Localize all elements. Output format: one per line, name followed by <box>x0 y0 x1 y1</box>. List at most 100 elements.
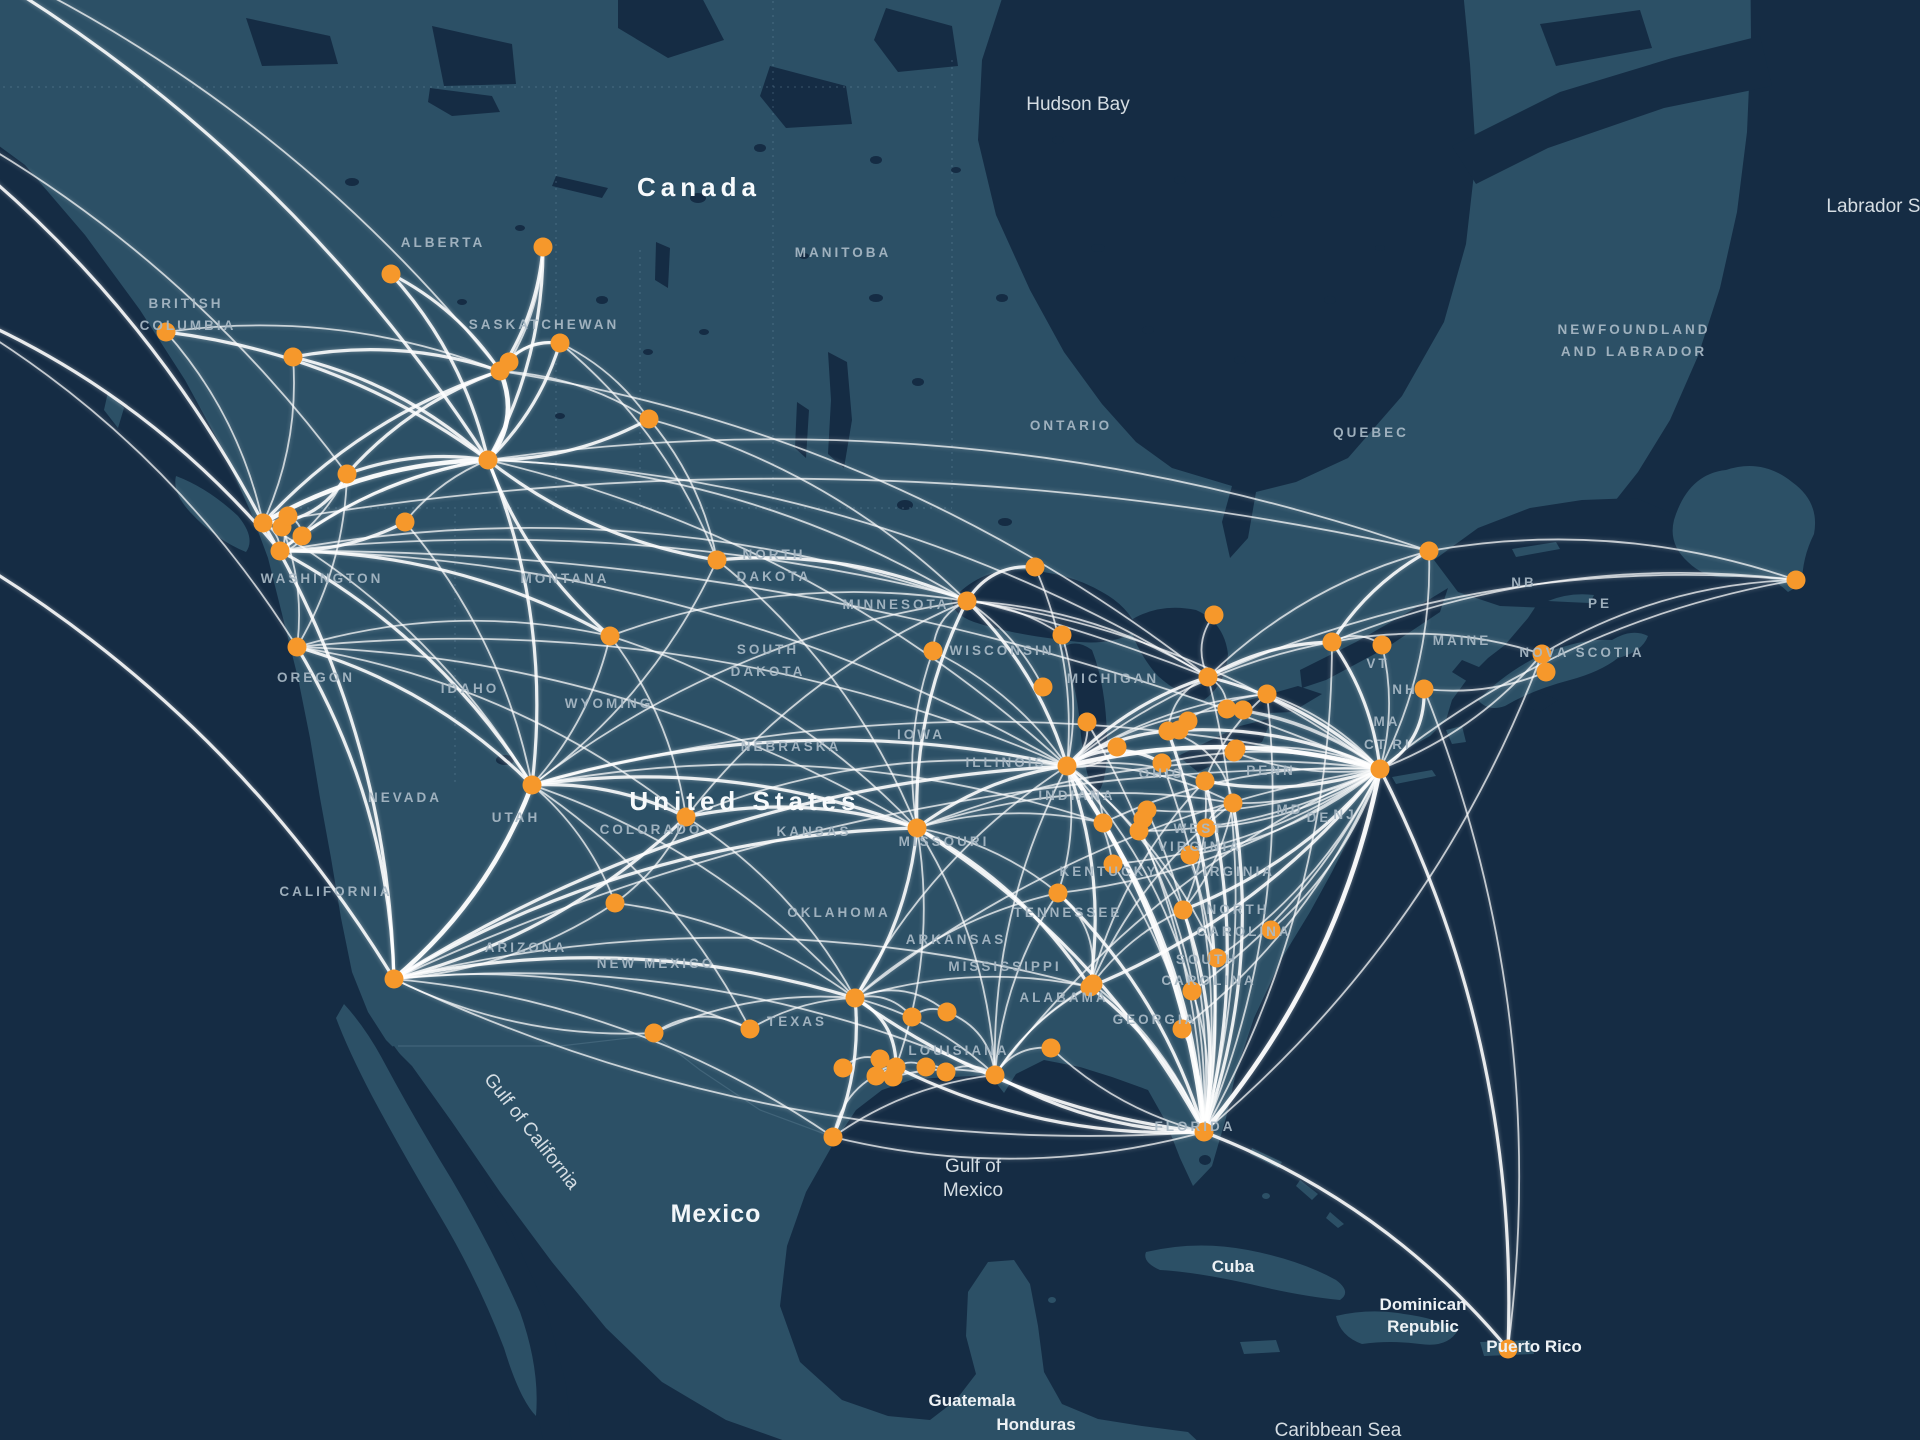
airport-node[interactable] <box>1048 883 1068 903</box>
airport-node[interactable] <box>287 637 307 657</box>
route-arc <box>393 767 1381 980</box>
airport-node[interactable] <box>1194 1122 1214 1142</box>
airport-node[interactable] <box>866 1066 886 1086</box>
airport-node[interactable] <box>1182 981 1202 1001</box>
airport-node[interactable] <box>1172 1019 1192 1039</box>
map-label: NJ <box>1333 807 1356 822</box>
airport-nodes <box>156 237 1806 1359</box>
route-arc <box>1242 709 1381 770</box>
airport-node[interactable] <box>644 1023 664 1043</box>
airport-node[interactable] <box>1372 635 1392 655</box>
airport-node[interactable] <box>902 1007 922 1027</box>
airport-node[interactable] <box>740 1019 760 1039</box>
airport-node[interactable] <box>1152 753 1172 773</box>
map-label: SASKATCHEWAN <box>469 317 620 332</box>
airport-node[interactable] <box>985 1065 1005 1085</box>
airport-node[interactable] <box>1217 699 1237 719</box>
airport-node[interactable] <box>676 807 696 827</box>
airport-node[interactable] <box>907 818 927 838</box>
airport-node[interactable] <box>1786 570 1806 590</box>
airport-node[interactable] <box>156 322 176 342</box>
route-arc <box>1088 767 1382 989</box>
airport-node[interactable] <box>1261 920 1281 940</box>
airport-node[interactable] <box>1233 700 1253 720</box>
airport-node[interactable] <box>1204 605 1224 625</box>
airport-node[interactable] <box>384 969 404 989</box>
airport-node[interactable] <box>499 352 519 372</box>
map-label: Mexico <box>943 1180 1003 1201</box>
map-label: VT <box>1366 656 1389 671</box>
airport-node[interactable] <box>270 541 290 561</box>
airport-node[interactable] <box>1033 677 1053 697</box>
airport-node[interactable] <box>1257 684 1277 704</box>
airport-node[interactable] <box>1532 644 1552 664</box>
airport-node[interactable] <box>639 409 659 429</box>
airport-node[interactable] <box>605 893 625 913</box>
airport-node[interactable] <box>478 450 498 470</box>
airport-node[interactable] <box>1103 854 1123 874</box>
airport-node[interactable] <box>1198 667 1218 687</box>
airport-node[interactable] <box>550 333 570 353</box>
airport-node[interactable] <box>936 1062 956 1082</box>
airport-node[interactable] <box>1077 712 1097 732</box>
airport-node[interactable] <box>1207 948 1227 968</box>
airport-node[interactable] <box>1093 813 1113 833</box>
airport-node[interactable] <box>1041 1038 1061 1058</box>
airport-node[interactable] <box>1129 821 1149 841</box>
airport-node[interactable] <box>1224 742 1244 762</box>
route-arc <box>685 600 968 818</box>
airport-node[interactable] <box>522 775 542 795</box>
airport-node[interactable] <box>278 506 298 526</box>
airport-node[interactable] <box>823 1127 843 1147</box>
route-arc <box>1034 566 1070 767</box>
airport-node[interactable] <box>916 1057 936 1077</box>
airport-node[interactable] <box>533 237 553 257</box>
small-lake <box>1142 326 1154 334</box>
airport-node[interactable] <box>1414 679 1434 699</box>
airport-node[interactable] <box>1025 557 1045 577</box>
airport-node[interactable] <box>833 1058 853 1078</box>
route-arc <box>685 816 856 999</box>
airport-node[interactable] <box>845 988 865 1008</box>
airport-node[interactable] <box>707 550 727 570</box>
airport-node[interactable] <box>1536 662 1556 682</box>
airport-node[interactable] <box>395 512 415 532</box>
airport-node[interactable] <box>1180 845 1200 865</box>
airport-node[interactable] <box>937 1002 957 1022</box>
route-arc <box>1423 688 1521 1350</box>
airport-node[interactable] <box>1498 1339 1518 1359</box>
route-arc <box>965 599 1069 768</box>
airport-node[interactable] <box>1052 625 1072 645</box>
airport-node[interactable] <box>1196 818 1216 838</box>
airport-node[interactable] <box>1178 711 1198 731</box>
airport-node[interactable] <box>1370 759 1390 779</box>
bahamas-2 <box>1296 1180 1318 1200</box>
airport-node[interactable] <box>1083 974 1103 994</box>
route-arc <box>749 997 856 1030</box>
airport-node[interactable] <box>283 347 303 367</box>
airport-node[interactable] <box>253 513 273 533</box>
map-label: KANSAS <box>776 824 851 839</box>
route-arc <box>487 438 1430 552</box>
airport-node[interactable] <box>600 626 620 646</box>
airport-node[interactable] <box>1195 771 1215 791</box>
airport-node[interactable] <box>337 464 357 484</box>
airport-node[interactable] <box>1223 793 1243 813</box>
airport-node[interactable] <box>292 526 312 546</box>
airport-node[interactable] <box>1173 900 1193 920</box>
airport-node[interactable] <box>923 641 943 661</box>
airport-node[interactable] <box>957 591 977 611</box>
airport-node[interactable] <box>1057 756 1077 776</box>
route-arc <box>853 996 1206 1134</box>
airport-node[interactable] <box>883 1067 903 1087</box>
route-arc <box>1331 572 1797 643</box>
airport-node[interactable] <box>1107 737 1127 757</box>
airport-node[interactable] <box>1419 541 1439 561</box>
airport-node[interactable] <box>1322 632 1342 652</box>
airport-node[interactable] <box>870 1049 890 1069</box>
route-arc <box>1207 574 1797 678</box>
airport-node[interactable] <box>381 264 401 284</box>
map-label: COLORADO <box>600 822 703 837</box>
map-label: DE <box>1307 810 1332 825</box>
